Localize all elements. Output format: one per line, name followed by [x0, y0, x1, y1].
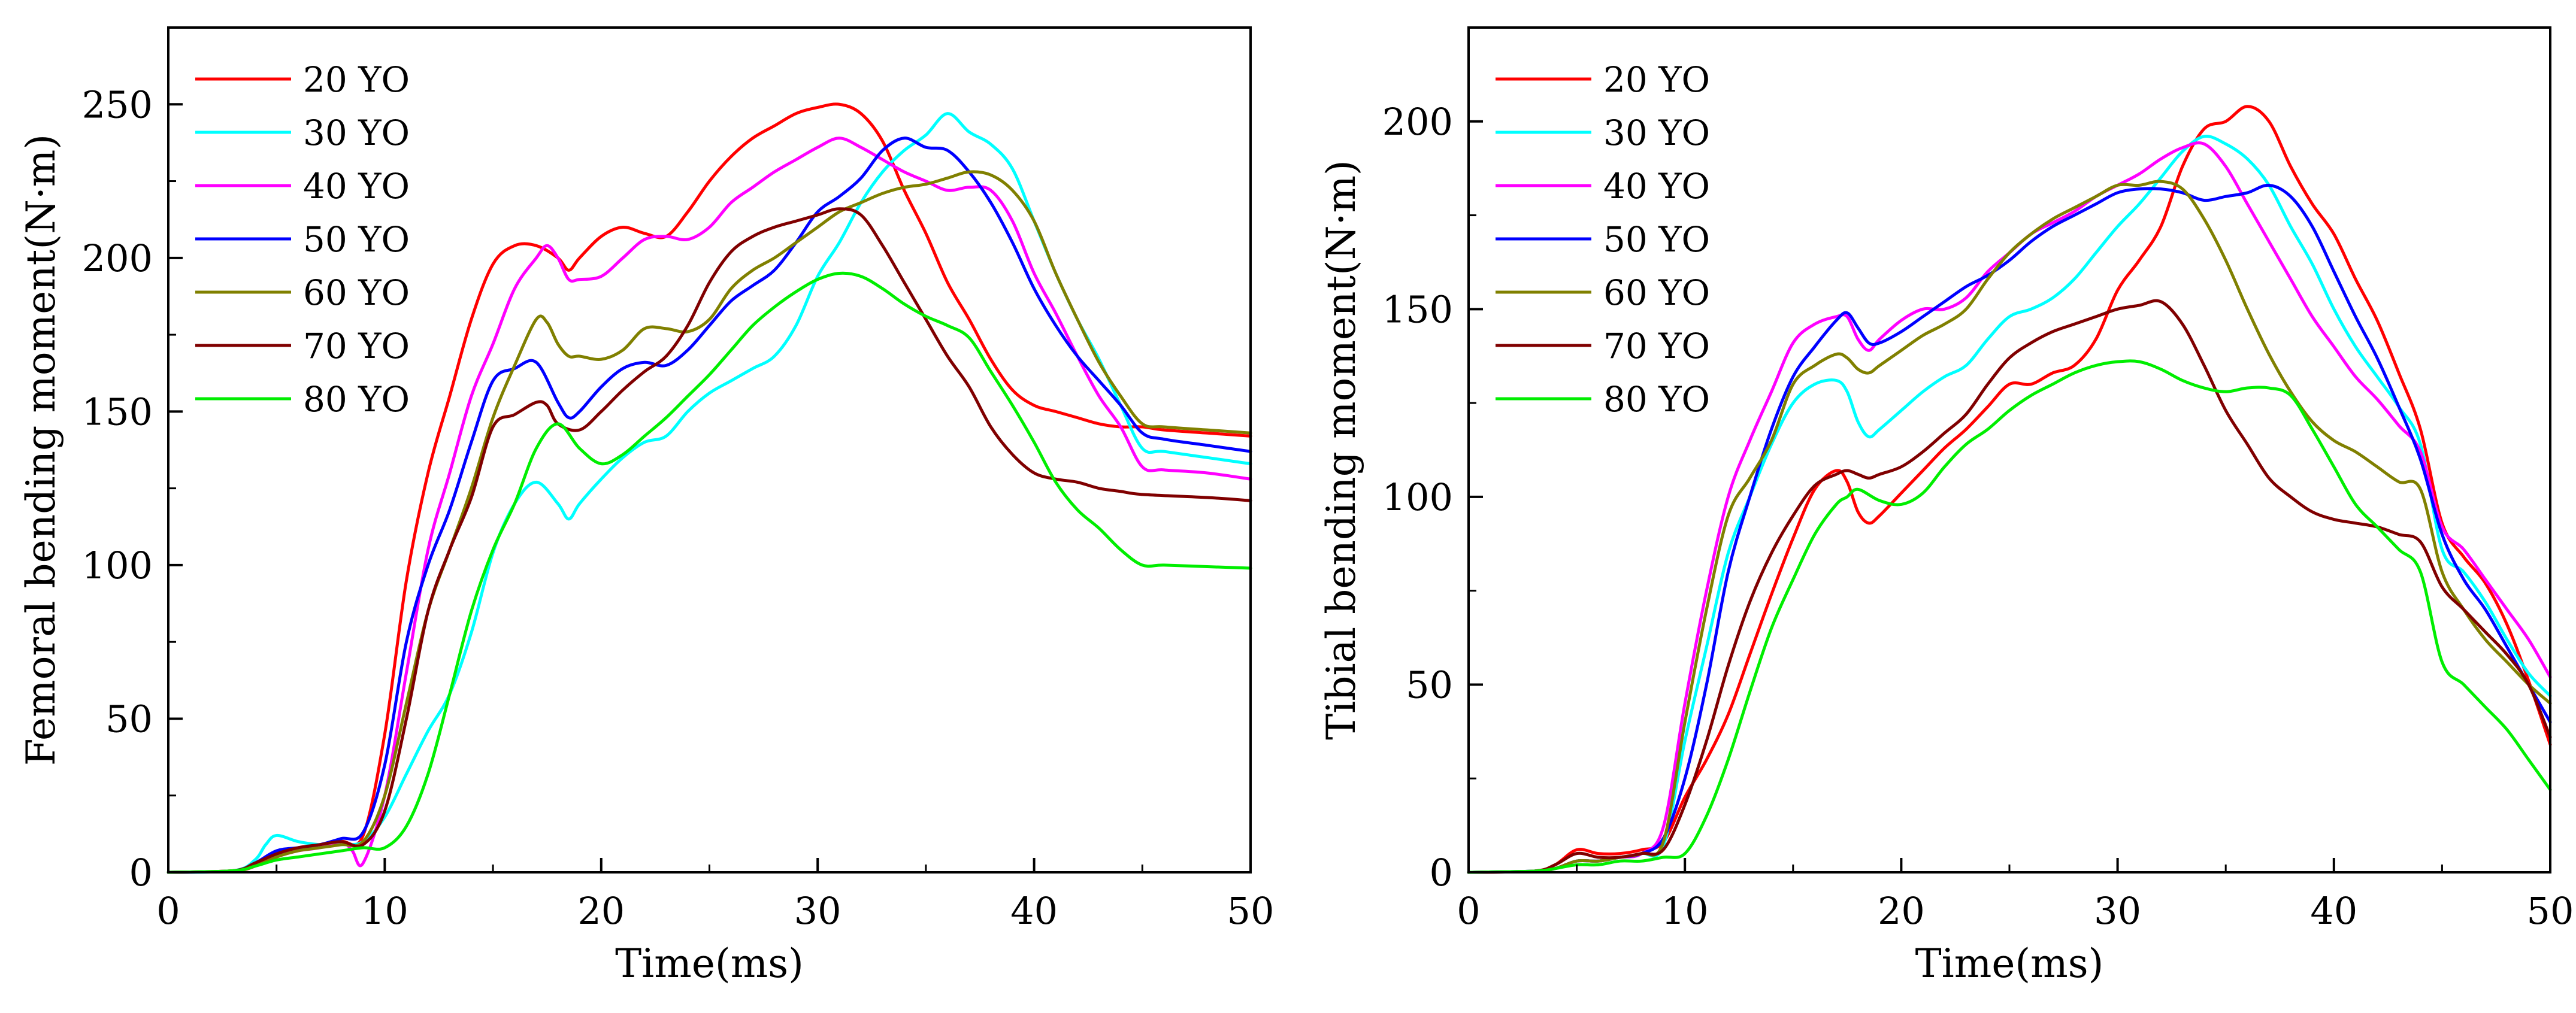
x-tick-label: 30: [2094, 889, 2141, 933]
x-tick-label: 50: [2527, 889, 2574, 933]
series-line-20-yo: [167, 102, 1252, 874]
x-axis-label: Time(ms): [615, 941, 804, 987]
x-tick-label: 0: [1457, 889, 1480, 933]
legend-label: 70 YO: [303, 326, 410, 366]
plot-frame: [1467, 26, 2551, 874]
series-line-80-yo: [1467, 359, 2552, 874]
legend: 20 YO 30 YO 40 YO 50 YO 60 YO 70 YO 80 YO: [195, 59, 410, 420]
chart-panel-2: 0 10 20 30 40 50 0 50 100 150 200 Time(ms) Tibial be…: [1318, 26, 2574, 987]
y-tick-label: 150: [82, 390, 153, 433]
y-tick-label: 100: [82, 544, 153, 587]
plot-frame: [167, 26, 1252, 874]
y-tick-label: 250: [82, 83, 153, 126]
x-tick-label: 40: [1010, 889, 1058, 933]
y-tick-label: 150: [1382, 287, 1453, 331]
legend-label: 20 YO: [1603, 59, 1710, 100]
legend-label: 60 YO: [1603, 272, 1710, 313]
legend-label: 40 YO: [303, 166, 410, 207]
x-axis-label: Time(ms): [1915, 941, 2104, 987]
legend-label: 30 YO: [303, 113, 410, 153]
y-tick-label: 200: [82, 236, 153, 280]
y-axis-label: Tibial bending moment(N·m): [1318, 160, 1364, 740]
series-line-50-yo: [1467, 183, 2552, 874]
x-tick-label: 10: [361, 889, 408, 933]
legend: 20 YO 30 YO 40 YO 50 YO 60 YO 70 YO 80 YO: [1496, 59, 1710, 420]
y-tick-label: 100: [1382, 475, 1453, 519]
legend-label: 70 YO: [1603, 326, 1710, 366]
legend-label: 60 YO: [303, 272, 410, 313]
legend-label: 80 YO: [1603, 379, 1710, 420]
y-tick-label: 50: [1406, 663, 1453, 706]
x-tick-label: 40: [2310, 889, 2357, 933]
y-tick-label: 50: [105, 697, 153, 741]
x-tick-label: 20: [577, 889, 625, 933]
legend-label: 20 YO: [303, 59, 410, 100]
x-tick-label: 0: [156, 889, 180, 933]
series-line-80-yo: [167, 271, 1252, 874]
legend-label: 80 YO: [303, 379, 410, 420]
chart-panel-1: 0 10 20 30 40 50 0 50 100 150 200 250 Time(ms) Femora…: [18, 26, 1275, 987]
legend-label: 50 YO: [1603, 219, 1710, 260]
legend-label: 30 YO: [1603, 113, 1710, 153]
series-line-60-yo: [167, 170, 1252, 874]
legend-label: 40 YO: [1603, 166, 1710, 207]
series-line-70-yo: [167, 207, 1252, 874]
x-tick-label: 10: [1661, 889, 1709, 933]
series-line-20-yo: [1467, 105, 2552, 874]
series-line-50-yo: [167, 137, 1252, 874]
y-tick-label: 0: [1430, 851, 1453, 894]
series-line-30-yo: [1467, 135, 2552, 874]
series-line-40-yo: [167, 137, 1252, 874]
series-line-40-yo: [1467, 141, 2552, 874]
series-line-60-yo: [1467, 180, 2552, 874]
series-line-70-yo: [1467, 299, 2552, 874]
x-tick-label: 30: [794, 889, 841, 933]
legend-label: 50 YO: [303, 219, 410, 260]
x-tick-label: 20: [1878, 889, 1925, 933]
y-tick-label: 200: [1382, 100, 1453, 144]
y-axis-label: Femoral bending moment(N·m): [18, 134, 64, 766]
y-tick-label: 0: [129, 851, 153, 894]
x-tick-label: 50: [1227, 889, 1275, 933]
